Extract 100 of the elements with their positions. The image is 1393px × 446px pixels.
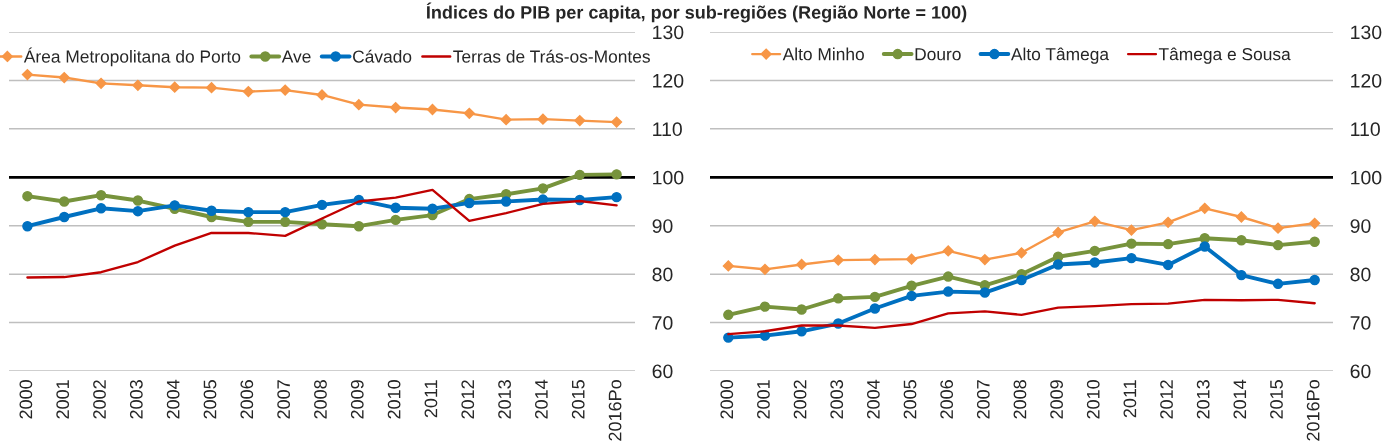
point — [21, 69, 34, 81]
point — [610, 116, 623, 128]
point — [942, 271, 954, 282]
x-tick-label: 2012 — [1160, 380, 1173, 419]
point — [353, 99, 365, 111]
legend-label: Douro — [915, 48, 961, 61]
legend-label: Área Metropolitana do Porto — [23, 47, 241, 67]
point — [1015, 247, 1028, 259]
x-tick-label: 2004 — [866, 379, 880, 419]
x-tick-label: 2015 — [571, 380, 585, 419]
point — [1052, 226, 1064, 239]
point — [1089, 245, 1101, 257]
legend-label: Ave — [281, 50, 311, 63]
x-tick-label: 2015 — [1270, 380, 1283, 419]
x-tick-label: 2005 — [203, 380, 217, 419]
y-tick-label: 60 — [652, 364, 673, 379]
point — [1309, 236, 1320, 247]
x-tick-label: 2001 — [56, 380, 70, 419]
line-series — [26, 188, 618, 279]
y-tick-label: 80 — [1350, 267, 1371, 282]
point — [832, 254, 844, 266]
point — [242, 85, 254, 98]
point — [500, 114, 512, 126]
point — [316, 199, 328, 211]
point — [22, 220, 33, 232]
point — [426, 103, 439, 116]
legend-label: Tâmega e Sousa — [1158, 47, 1291, 64]
point — [390, 101, 402, 114]
x-tick-label: 2002 — [793, 380, 807, 419]
legend-label: Terras de Trás-os-Montes — [453, 49, 650, 63]
x-tick-label: 2006 — [240, 380, 254, 419]
x-tick-label: 2009 — [350, 380, 364, 419]
point — [833, 293, 844, 304]
point — [1162, 238, 1174, 250]
y-tick-label: 110 — [653, 122, 682, 137]
point — [611, 191, 622, 203]
x-tick-label: 2010 — [387, 380, 401, 419]
point — [722, 260, 734, 272]
point — [1272, 222, 1284, 234]
text: Índices do PIB per capita, por sub-regiões (Região Norte = 100) — [426, 2, 967, 23]
point — [942, 245, 954, 257]
point — [132, 79, 144, 91]
point — [979, 287, 991, 298]
legend-label: Cávado — [353, 49, 412, 63]
point — [796, 304, 807, 315]
legend-label: Alto Tâmega — [1010, 47, 1110, 64]
point — [1272, 239, 1284, 251]
point — [206, 205, 217, 216]
point — [95, 77, 107, 89]
point — [463, 107, 475, 119]
x-tick-label: 2016Po — [608, 380, 622, 441]
point — [1236, 269, 1247, 281]
x-tick-label: 2000 — [720, 380, 734, 419]
x-tick-label: 2008 — [314, 380, 327, 419]
point — [279, 206, 291, 218]
point — [390, 214, 401, 226]
point — [279, 216, 291, 228]
point — [427, 203, 438, 214]
y-tick-label: 90 — [1350, 219, 1371, 233]
x-tick-label: 2016Po — [1306, 380, 1320, 441]
y-tick-label: 90 — [652, 219, 673, 233]
x-tick-label: 2009 — [1050, 380, 1063, 419]
point — [500, 196, 512, 207]
point — [243, 216, 254, 228]
y-tick-label: 110 — [1351, 122, 1380, 137]
y-tick-label: 100 — [653, 170, 684, 185]
point — [1309, 217, 1321, 229]
legend-label: Alto Minho — [782, 47, 864, 61]
point — [1089, 257, 1101, 268]
x-tick-label: 2012 — [461, 380, 475, 419]
point — [869, 254, 881, 266]
x-tick-label: 2011 — [1123, 380, 1137, 418]
point — [906, 280, 917, 291]
x-tick-label: 2002 — [93, 380, 106, 419]
point — [537, 183, 549, 194]
point — [759, 263, 771, 275]
point — [1309, 274, 1320, 286]
y-tick-label: 100 — [1351, 170, 1382, 185]
x-tick-label: 2001 — [757, 380, 770, 419]
point — [1162, 259, 1174, 271]
point — [464, 197, 475, 209]
point — [1125, 224, 1138, 236]
point — [279, 84, 291, 96]
x-tick-label: 2003 — [830, 380, 844, 419]
y-tick-label: 70 — [652, 316, 673, 330]
point — [905, 253, 918, 265]
y-tick-label: 70 — [1350, 316, 1371, 330]
x-tick-label: 2013 — [1196, 380, 1210, 419]
point — [796, 326, 807, 337]
x-tick-label: 2000 — [19, 380, 33, 419]
point — [574, 115, 586, 127]
point — [1236, 235, 1247, 246]
point — [1052, 259, 1064, 270]
x-tick-label: 2006 — [940, 380, 954, 419]
point — [869, 303, 881, 314]
x-tick-label: 2007 — [976, 380, 990, 419]
x-tick-label: 2007 — [277, 380, 291, 419]
point — [95, 203, 107, 214]
point — [796, 258, 808, 271]
point — [59, 196, 70, 207]
